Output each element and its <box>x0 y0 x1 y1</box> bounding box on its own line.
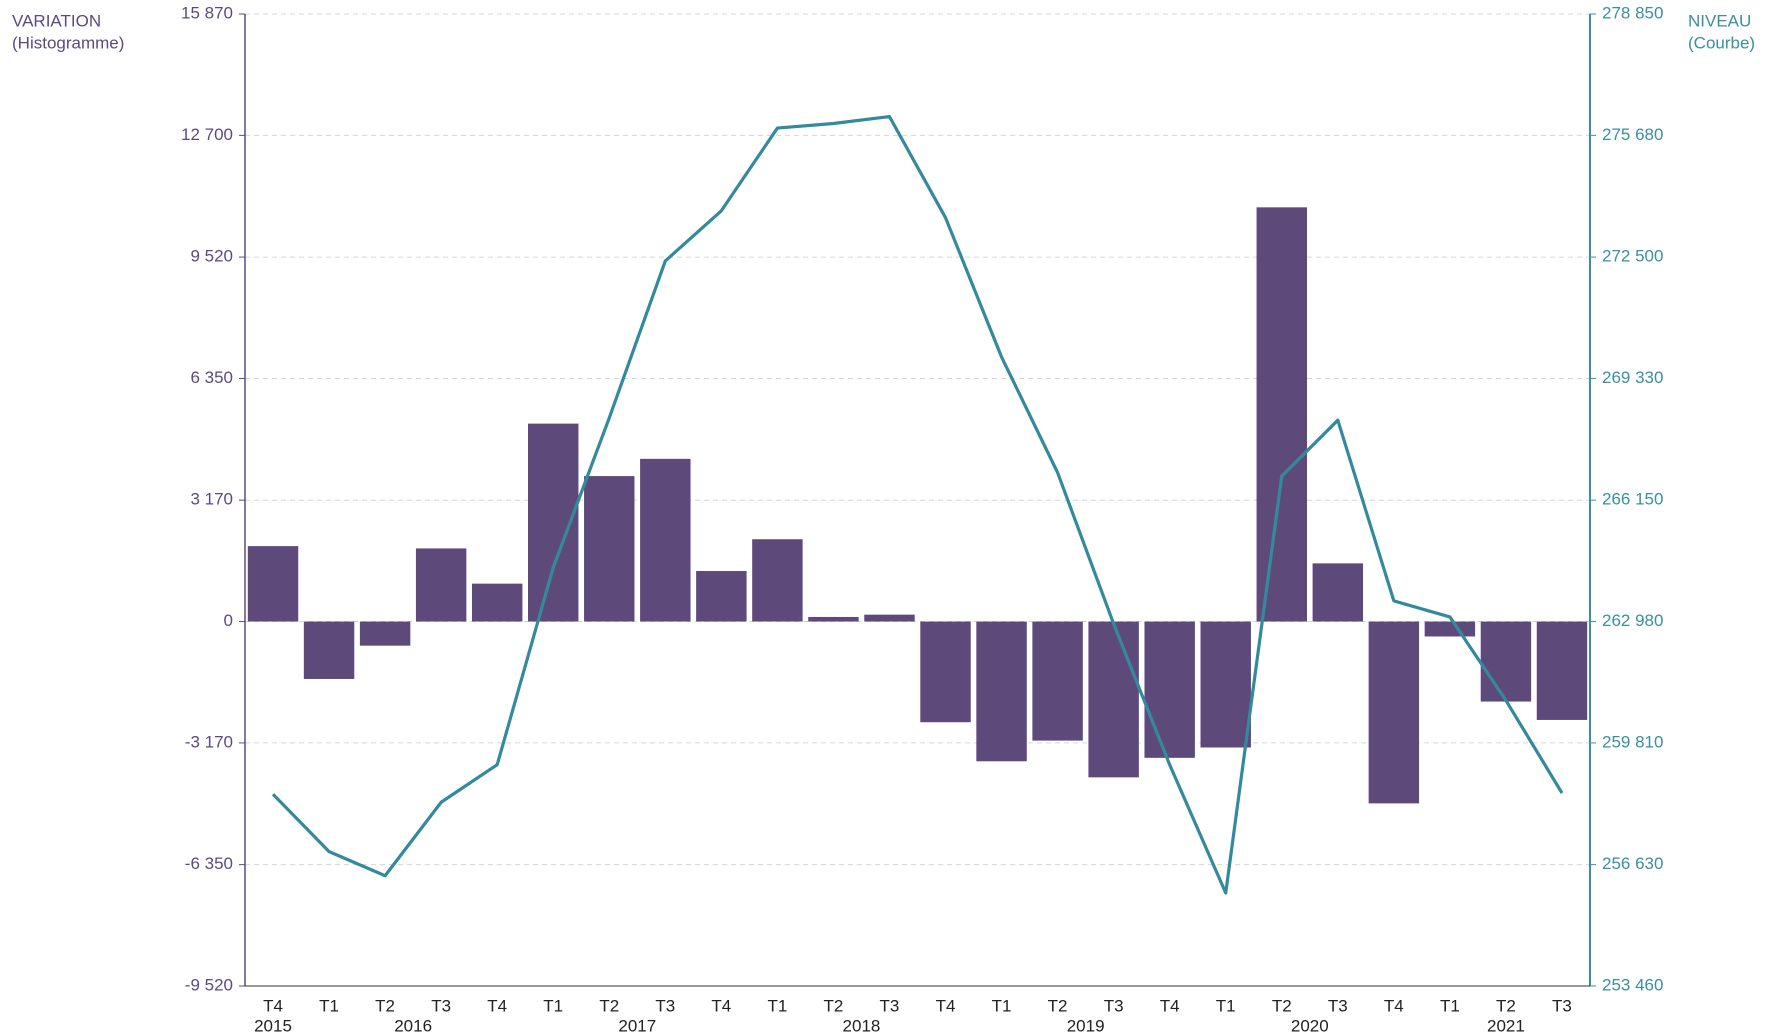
x-tick-label: T3 <box>431 996 451 1015</box>
y-tick-label: 9 520 <box>190 247 233 266</box>
y-axis-title: VARIATION <box>12 11 101 30</box>
x-tick-label: T4 <box>487 996 507 1015</box>
x-tick-label: T1 <box>1216 996 1236 1015</box>
y-tick-label: 0 <box>224 611 233 630</box>
y2-tick-label: 259 810 <box>1602 732 1663 751</box>
x-tick-label: T4 <box>263 996 283 1015</box>
x-tick-label: T2 <box>1272 996 1292 1015</box>
bar <box>1312 563 1364 622</box>
bar <box>584 476 635 622</box>
bar <box>359 621 411 646</box>
bar <box>1424 621 1476 637</box>
y-tick-label: -9 520 <box>185 975 233 994</box>
bar <box>808 616 859 622</box>
y2-tick-label: 256 630 <box>1602 854 1663 873</box>
y2-tick-label: 272 500 <box>1602 247 1663 266</box>
bar <box>471 583 523 622</box>
bar <box>920 621 971 723</box>
year-label: 2016 <box>394 1016 432 1032</box>
year-label: 2020 <box>1291 1016 1329 1032</box>
bar <box>1032 621 1083 741</box>
year-label: 2021 <box>1487 1016 1525 1032</box>
x-tick-label: T4 <box>1160 996 1180 1015</box>
line <box>271 114 1564 895</box>
x-tick-label: T1 <box>543 996 563 1015</box>
x-tick-label: T3 <box>1552 996 1572 1015</box>
bar <box>1200 621 1251 748</box>
bar <box>1144 621 1195 758</box>
bar <box>864 614 915 622</box>
bar <box>1480 621 1532 702</box>
y2-tick-label: 262 980 <box>1602 611 1663 630</box>
year-label: 2017 <box>618 1016 656 1032</box>
x-tick-label: T3 <box>655 996 675 1015</box>
y2-tick-label: 266 150 <box>1602 490 1663 509</box>
year-label: 2019 <box>1067 1016 1105 1032</box>
x-tick-label: T4 <box>1384 996 1404 1015</box>
x-tick-label: T3 <box>1104 996 1124 1015</box>
y-tick-label: -3 170 <box>185 732 233 751</box>
x-tick-label: T4 <box>711 996 731 1015</box>
y2-tick-label: 253 460 <box>1602 975 1663 994</box>
year-label: 2018 <box>843 1016 881 1032</box>
x-tick-label: T4 <box>936 996 956 1015</box>
x-tick-label: T1 <box>319 996 339 1015</box>
y-tick-label: 12 700 <box>181 125 233 144</box>
x-tick-label: T2 <box>824 996 844 1015</box>
bar <box>976 621 1027 762</box>
bar <box>247 546 299 622</box>
y-tick-label: 3 170 <box>190 490 233 509</box>
bar <box>640 458 691 622</box>
year-label: 2015 <box>254 1016 292 1032</box>
y-axis-title: (Histogramme) <box>12 33 124 52</box>
bar <box>696 571 747 622</box>
bar <box>752 539 803 622</box>
x-tick-label: T1 <box>992 996 1012 1015</box>
x-tick-label: T2 <box>375 996 395 1015</box>
y2-tick-label: 269 330 <box>1602 368 1663 387</box>
bar <box>415 548 467 622</box>
y2-axis-title: NIVEAU <box>1688 11 1751 30</box>
y-tick-label: 6 350 <box>190 368 233 387</box>
x-tick-label: T3 <box>880 996 900 1015</box>
y2-axis-title: (Courbe) <box>1688 33 1755 52</box>
x-tick-label: T1 <box>767 996 787 1015</box>
x-tick-label: T1 <box>1440 996 1460 1015</box>
y2-tick-label: 275 680 <box>1602 125 1663 144</box>
bar <box>1088 621 1139 778</box>
x-tick-label: T2 <box>1496 996 1516 1015</box>
y-tick-label: 15 870 <box>181 3 233 22</box>
bar <box>1256 207 1307 622</box>
x-tick-label: T3 <box>1328 996 1348 1015</box>
x-tick-label: T2 <box>1048 996 1068 1015</box>
bar <box>1368 621 1420 804</box>
bar <box>1536 621 1588 720</box>
x-tick-label: T2 <box>599 996 619 1015</box>
y2-tick-label: 278 850 <box>1602 3 1663 22</box>
bar <box>303 621 355 679</box>
y-tick-label: -6 350 <box>185 854 233 873</box>
